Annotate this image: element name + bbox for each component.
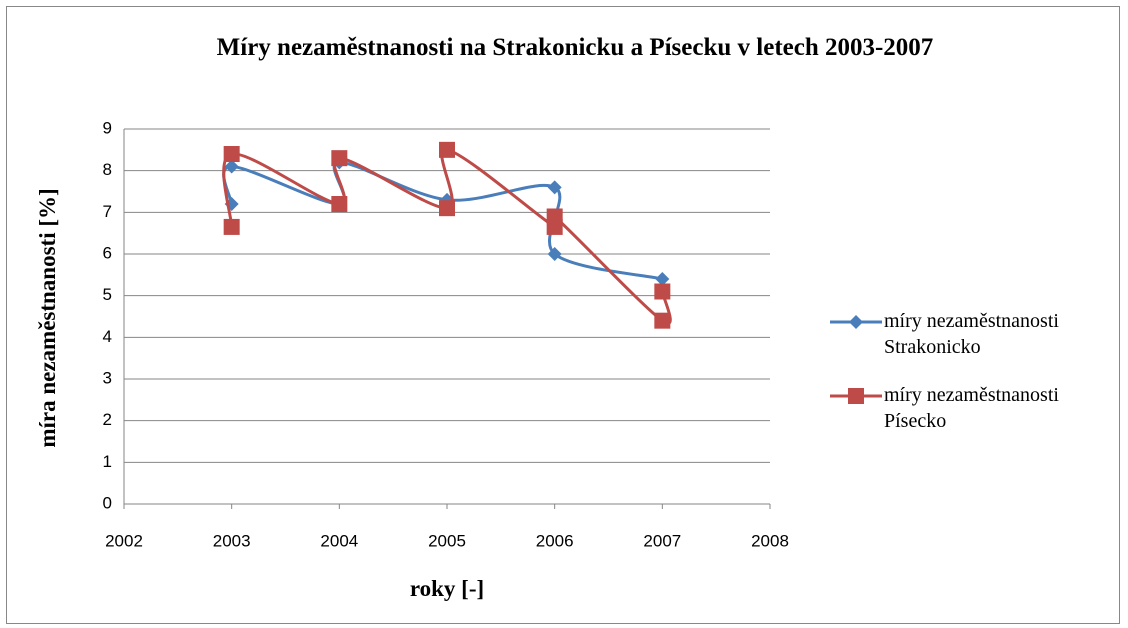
marker: [654, 283, 671, 300]
marker: [547, 247, 562, 261]
marker: [223, 146, 240, 162]
x-tick-label: 2005: [428, 531, 466, 550]
y-tick-label: 5: [103, 285, 112, 304]
marker: [223, 218, 240, 235]
marker: [547, 180, 562, 195]
x-tick-label: 2006: [536, 531, 574, 550]
marker: [224, 159, 239, 174]
chart-title: Míry nezaměstnanosti na Strakonicku a Pí…: [216, 34, 934, 61]
legend-label: míry nezaměstnanosti Písecko: [884, 384, 1059, 432]
x-tick-label: 2008: [751, 531, 789, 550]
legend-label: míry nezaměstnanosti Strakonicko: [884, 310, 1059, 358]
y-tick-label: 4: [103, 327, 112, 346]
legend-marker: [848, 388, 864, 404]
y-tick-label: 2: [103, 410, 112, 429]
x-tick-label: 2003: [213, 531, 251, 550]
y-tick-label: 3: [103, 368, 112, 387]
y-tick-label: 0: [103, 493, 112, 512]
marker: [331, 150, 348, 167]
marker: [546, 208, 563, 225]
marker: [331, 196, 348, 212]
x-tick-label: 2004: [320, 531, 358, 550]
legend-marker: [849, 315, 863, 329]
y-tick-label: 8: [103, 160, 112, 179]
marker: [655, 272, 670, 286]
marker: [439, 200, 455, 217]
y-tick-label: 1: [103, 452, 112, 471]
marker: [439, 141, 455, 158]
x-axis-label: roky [-]: [409, 576, 485, 601]
chart-frame: [6, 6, 1120, 624]
y-tick-label: 9: [103, 118, 112, 137]
marker: [654, 312, 671, 329]
x-tick-label: 2007: [643, 531, 681, 550]
series-line: [222, 148, 672, 325]
x-tick-label: 2002: [105, 531, 143, 550]
y-axis-label: míra nezaměstnanosti [%]: [35, 188, 60, 448]
y-tick-label: 6: [103, 243, 112, 262]
y-tick-label: 7: [103, 202, 112, 221]
